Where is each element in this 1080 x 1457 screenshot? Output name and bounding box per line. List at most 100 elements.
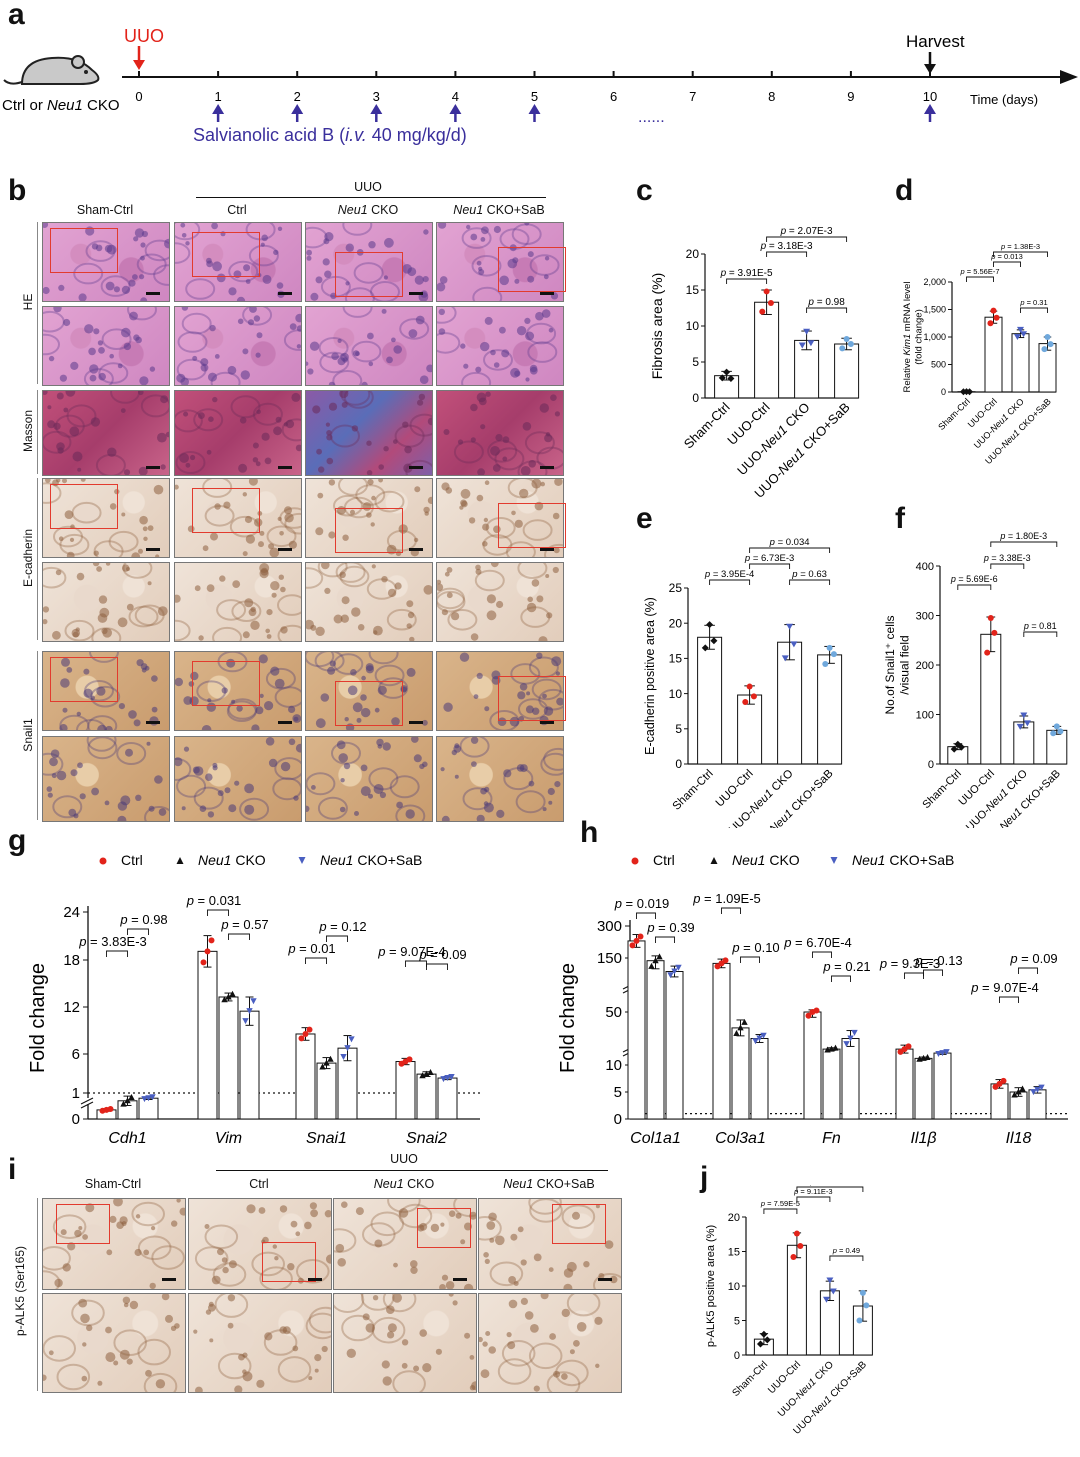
data-point <box>756 1035 763 1042</box>
y-tick-label: 10 <box>728 1281 740 1293</box>
treatment-arrow-head <box>291 104 304 114</box>
data-point <box>302 1030 309 1037</box>
bar <box>786 1244 807 1356</box>
data-point <box>1044 334 1051 340</box>
bar <box>750 1038 769 1120</box>
data-point <box>246 1008 253 1015</box>
micrograph-tile <box>436 562 564 642</box>
treatment-arrow-head <box>924 104 936 114</box>
scale-bar <box>598 1278 612 1281</box>
bar <box>197 950 218 1120</box>
p-value-label: p = 5.69E-6 <box>950 574 998 584</box>
y-tick-label: 5 <box>692 355 699 369</box>
column-header: Neu1 CKO+SaB <box>503 1177 595 1191</box>
legend-label: Neu1 CKO+SaB <box>320 852 422 868</box>
significance-bracket <box>990 541 1058 547</box>
y-tick-label: 6 <box>72 1046 80 1063</box>
y-axis-label: Relative Kim1 mRNA level(fold change) <box>902 282 924 393</box>
significance-bracket <box>812 951 832 958</box>
group-underline <box>196 197 546 198</box>
legend-label: Neu1 CKO <box>198 852 266 868</box>
micrograph-tile <box>436 306 564 386</box>
significance-bracket <box>789 579 831 585</box>
micrograph-tile <box>305 478 433 558</box>
row-label-palk5: p-ALK5 (Ser165) <box>13 1245 27 1337</box>
y-tick-label: 200 <box>916 660 934 672</box>
significance-bracket <box>766 251 808 257</box>
micrograph-tile <box>42 1198 186 1290</box>
scale-bar <box>278 292 292 295</box>
micrograph-tile <box>42 222 170 302</box>
bar <box>841 1038 860 1120</box>
data-point <box>756 1340 764 1348</box>
p-value-label: p = 0.09 <box>1009 951 1057 966</box>
significance-bracket <box>426 963 448 970</box>
p-value-label: p = 2.07E-3 <box>780 226 833 237</box>
bar <box>834 343 860 399</box>
chart-h-fibrosis-genes: Ctrl Neu1 CKO Neu1 CKO+SaB 0 5 10 50 150 300 Col1… <box>557 852 1068 1147</box>
panel-label-a: a <box>8 0 25 31</box>
data-point <box>832 1044 839 1051</box>
data-point <box>830 651 837 658</box>
significance-bracket <box>207 909 229 916</box>
data-point <box>727 375 735 383</box>
data-point <box>991 629 998 636</box>
row-label-he: HE <box>21 293 35 311</box>
data-point <box>710 637 718 645</box>
data-point <box>822 1296 830 1303</box>
panel-label-f: f <box>895 502 905 535</box>
bar <box>980 633 1002 765</box>
legend-marker <box>830 857 838 864</box>
bar <box>754 301 780 399</box>
category-label: Sham-Ctrl <box>936 396 972 432</box>
category-label: Vim <box>215 1130 242 1147</box>
panel-label-h: h <box>580 816 599 849</box>
column-header: Neu1 CKO <box>373 1177 435 1191</box>
data-point <box>843 335 850 342</box>
data-point <box>306 1026 313 1033</box>
micrograph-tile <box>436 478 564 558</box>
zoom-region-box <box>56 1204 110 1244</box>
y-tick-label: 300 <box>916 610 934 622</box>
data-point <box>1057 728 1064 735</box>
legend-marker <box>298 857 306 864</box>
time-tick-label: 7 <box>689 89 696 104</box>
row-label-snail1: Snail1 <box>21 717 35 752</box>
micrograph-tile <box>174 390 302 476</box>
data-point <box>706 621 714 629</box>
data-point <box>863 1302 870 1309</box>
p-value-label: p = 3.83E-3 <box>78 934 147 949</box>
data-point <box>847 341 854 347</box>
zoom-region-box <box>498 247 566 292</box>
data-point <box>803 328 811 335</box>
p-value-label: p = 0.12 <box>318 919 366 934</box>
p-value-label: p = 1.09E-5 <box>692 891 761 906</box>
data-point <box>797 1242 804 1249</box>
micrograph-tile <box>174 562 302 642</box>
p-value-label: p = 1.80E-3 <box>999 531 1047 541</box>
micrograph-tile <box>305 562 433 642</box>
category-label: Col1a1 <box>630 1130 681 1147</box>
data-point <box>826 1277 834 1284</box>
scale-bar <box>308 1278 322 1281</box>
data-point <box>935 1051 942 1058</box>
zoom-region-box <box>335 252 403 297</box>
y-axis-label: Fold change <box>27 963 49 1073</box>
significance-bracket <box>1023 631 1058 637</box>
p-value-label: p = 0.57 <box>220 917 268 932</box>
y-tick-label: 10 <box>605 1057 622 1074</box>
data-point <box>1016 723 1024 730</box>
data-point <box>859 1289 866 1296</box>
significance-bracket <box>740 956 760 963</box>
data-point <box>298 1035 305 1042</box>
scale-bar <box>146 466 160 469</box>
significance-bracket <box>305 957 327 964</box>
data-point <box>423 1070 430 1077</box>
data-point <box>225 993 232 1000</box>
significance-bracket <box>228 933 250 940</box>
y-tick-label: 0 <box>734 1350 740 1362</box>
category-label: UUO-Ctrl <box>714 768 756 810</box>
data-point <box>1041 346 1048 353</box>
data-point <box>957 743 965 751</box>
